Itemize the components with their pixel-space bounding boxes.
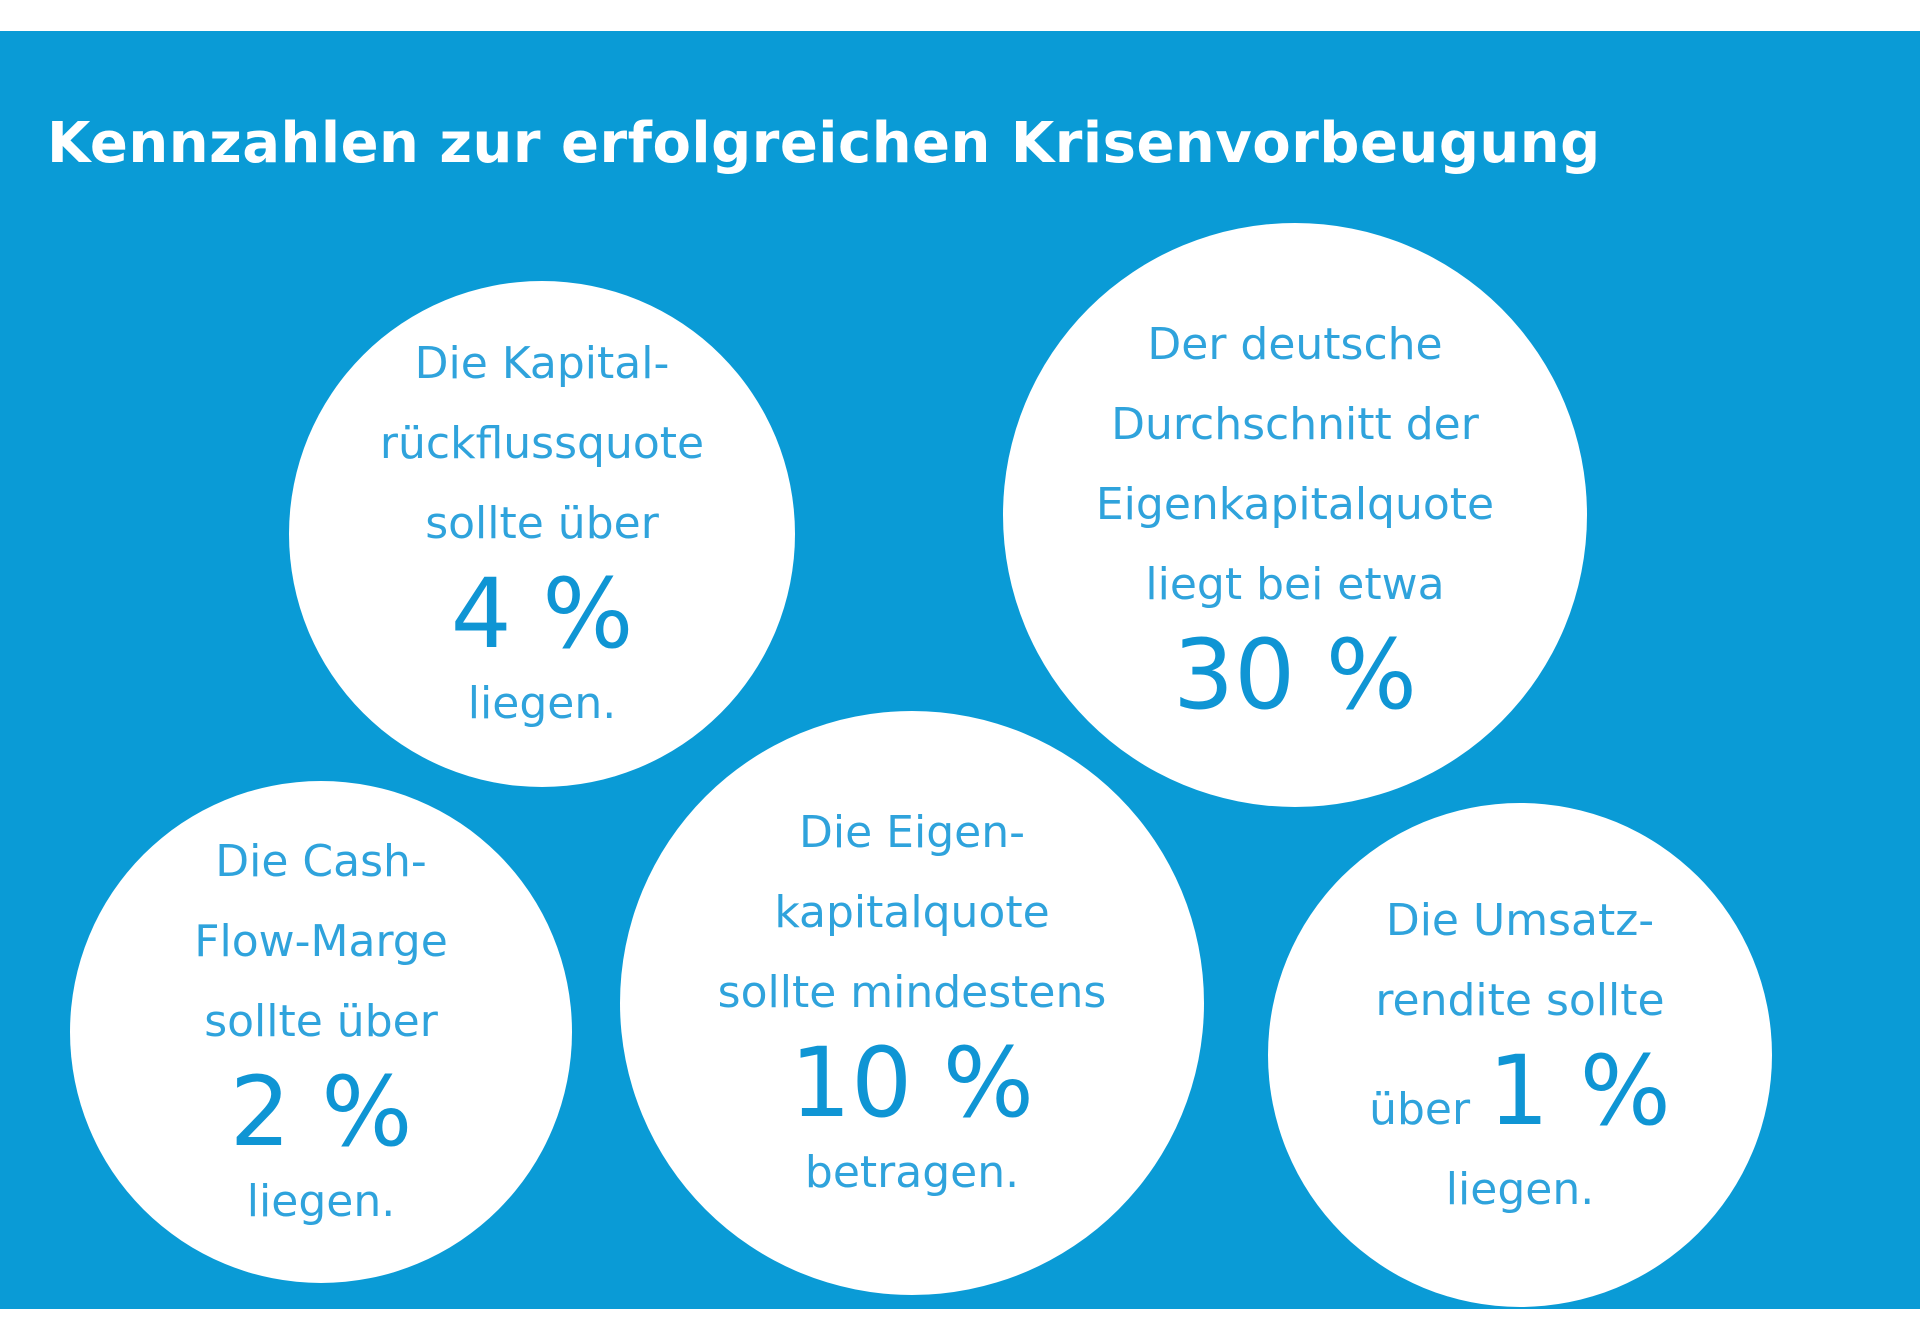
bubble-text: Die Umsatz- [1385,894,1655,946]
bubble-value: 30 % [1173,619,1417,731]
bubble-text: kapitalquote [774,887,1050,938]
bubble-text: liegt bei etwa [1145,559,1445,610]
bubble-text: sollte über [425,498,659,549]
bubble-text: Der deutsche [1147,319,1443,370]
bubble-text: liegen. [1445,1163,1595,1215]
bubble-text: Die Cash- [215,836,427,887]
bubble-text: sollte über [204,996,438,1047]
bubble-text: liegen. [467,678,617,729]
bubble-text: über [1369,1083,1471,1135]
bubble-text: Flow-Marge [194,916,448,967]
bubble-value: 1 % [1488,1034,1671,1147]
bubble-text: Durchschnitt der [1111,399,1479,450]
infographic-panel: Kennzahlen zur erfolgreichen Krisenvorbe… [0,31,1920,1309]
bubble-cash-flow-marge: Die Cash- Flow-Marge sollte über 2 % lie… [70,781,572,1283]
bubble-eigenkapitalquote-durchschnitt: Der deutsche Durchschnitt der Eigenkapit… [1003,223,1587,807]
bubble-text: Die Eigen- [799,807,1025,858]
bubble-value: 10 % [790,1027,1034,1139]
bubble-eigenkapitalquote-mindestens: Die Eigen- kapitalquote sollte mindesten… [620,711,1204,1295]
bubble-text: Eigenkapitalquote [1095,479,1495,530]
bubble-text: Die Kapital- [414,338,670,389]
bubble-text: rendite sollte [1375,974,1665,1026]
page-title: Kennzahlen zur erfolgreichen Krisenvorbe… [47,111,1601,176]
bubble-text: betragen. [804,1147,1020,1198]
bubble-text: sollte mindestens [717,967,1107,1018]
bubble-kapitalrueckflussquote: Die Kapital- rückflussquote sollte über … [289,281,795,787]
bubble-text: liegen. [246,1176,396,1227]
bubble-text: rückflussquote [379,418,705,469]
bubble-umsatzrendite: Die Umsatz- rendite sollte über 1 % lieg… [1268,803,1772,1307]
bubble-value-row: über 1 % [1369,1041,1671,1150]
bubble-value: 2 % [229,1056,413,1168]
bubble-value: 4 % [450,558,634,670]
